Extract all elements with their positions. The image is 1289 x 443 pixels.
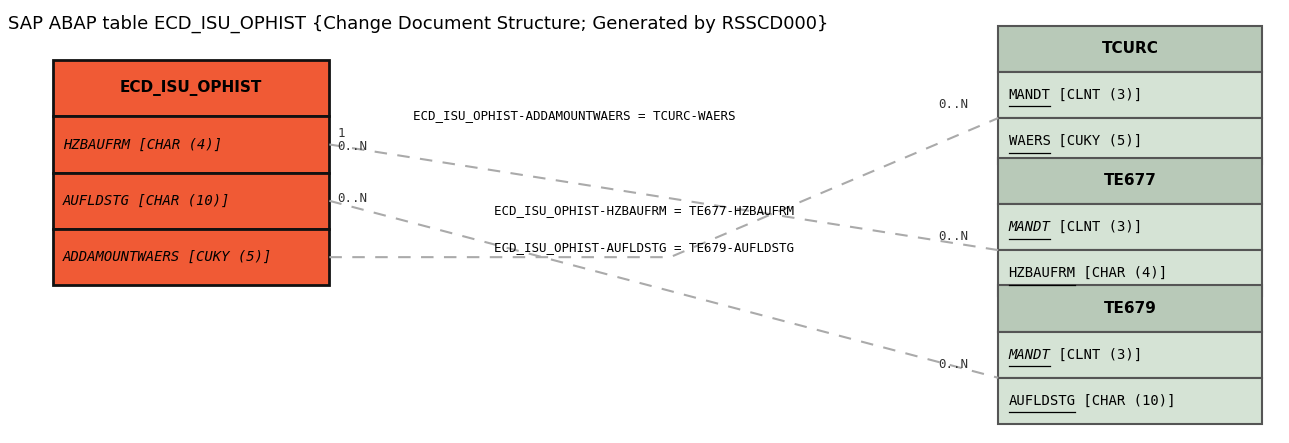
Text: 1: 1 (338, 127, 344, 140)
Text: TCURC: TCURC (1102, 41, 1159, 56)
Text: TE679: TE679 (1103, 301, 1156, 316)
FancyBboxPatch shape (998, 378, 1262, 424)
FancyBboxPatch shape (998, 331, 1262, 378)
Text: [CLNT (3)]: [CLNT (3)] (1051, 348, 1142, 361)
Text: 0..N: 0..N (938, 98, 968, 111)
Text: MANDT: MANDT (1008, 88, 1051, 102)
Text: [CHAR (4)]: [CHAR (4)] (1075, 266, 1167, 280)
FancyBboxPatch shape (53, 229, 330, 285)
Text: ECD_ISU_OPHIST: ECD_ISU_OPHIST (120, 80, 262, 96)
Text: 0..N: 0..N (938, 230, 968, 243)
Text: MANDT: MANDT (1008, 220, 1051, 234)
FancyBboxPatch shape (998, 250, 1262, 296)
FancyBboxPatch shape (998, 26, 1262, 72)
Text: [CLNT (3)]: [CLNT (3)] (1051, 88, 1142, 102)
Text: ECD_ISU_OPHIST-ADDAMOUNTWAERS = TCURC-WAERS: ECD_ISU_OPHIST-ADDAMOUNTWAERS = TCURC-WA… (412, 109, 735, 122)
Text: HZBAUFRM [CHAR (4)]: HZBAUFRM [CHAR (4)] (63, 137, 222, 152)
Text: TE677: TE677 (1103, 173, 1156, 188)
FancyBboxPatch shape (53, 116, 330, 173)
FancyBboxPatch shape (998, 158, 1262, 204)
FancyBboxPatch shape (53, 173, 330, 229)
Text: 0..N: 0..N (938, 358, 968, 371)
FancyBboxPatch shape (998, 204, 1262, 250)
Text: [CLNT (3)]: [CLNT (3)] (1051, 220, 1142, 234)
Text: [CUKY (5)]: [CUKY (5)] (1051, 134, 1142, 148)
Text: [CHAR (10)]: [CHAR (10)] (1075, 394, 1176, 408)
Text: ECD_ISU_OPHIST-AUFLDSTG = TE679-AUFLDSTG: ECD_ISU_OPHIST-AUFLDSTG = TE679-AUFLDSTG (495, 241, 794, 254)
Text: ECD_ISU_OPHIST-HZBAUFRM = TE677-HZBAUFRM: ECD_ISU_OPHIST-HZBAUFRM = TE677-HZBAUFRM (495, 204, 794, 217)
FancyBboxPatch shape (53, 60, 330, 116)
Text: 0..N: 0..N (338, 192, 367, 205)
FancyBboxPatch shape (998, 285, 1262, 331)
Text: ADDAMOUNTWAERS [CUKY (5)]: ADDAMOUNTWAERS [CUKY (5)] (63, 250, 272, 264)
Text: AUFLDSTG: AUFLDSTG (1008, 394, 1075, 408)
FancyBboxPatch shape (998, 118, 1262, 164)
Text: 0..N: 0..N (338, 140, 367, 153)
Text: SAP ABAP table ECD_ISU_OPHIST {Change Document Structure; Generated by RSSCD000}: SAP ABAP table ECD_ISU_OPHIST {Change Do… (8, 15, 829, 33)
Text: AUFLDSTG [CHAR (10)]: AUFLDSTG [CHAR (10)] (63, 194, 231, 208)
Text: HZBAUFRM: HZBAUFRM (1008, 266, 1075, 280)
Text: MANDT: MANDT (1008, 348, 1051, 361)
FancyBboxPatch shape (998, 72, 1262, 118)
Text: WAERS: WAERS (1008, 134, 1051, 148)
